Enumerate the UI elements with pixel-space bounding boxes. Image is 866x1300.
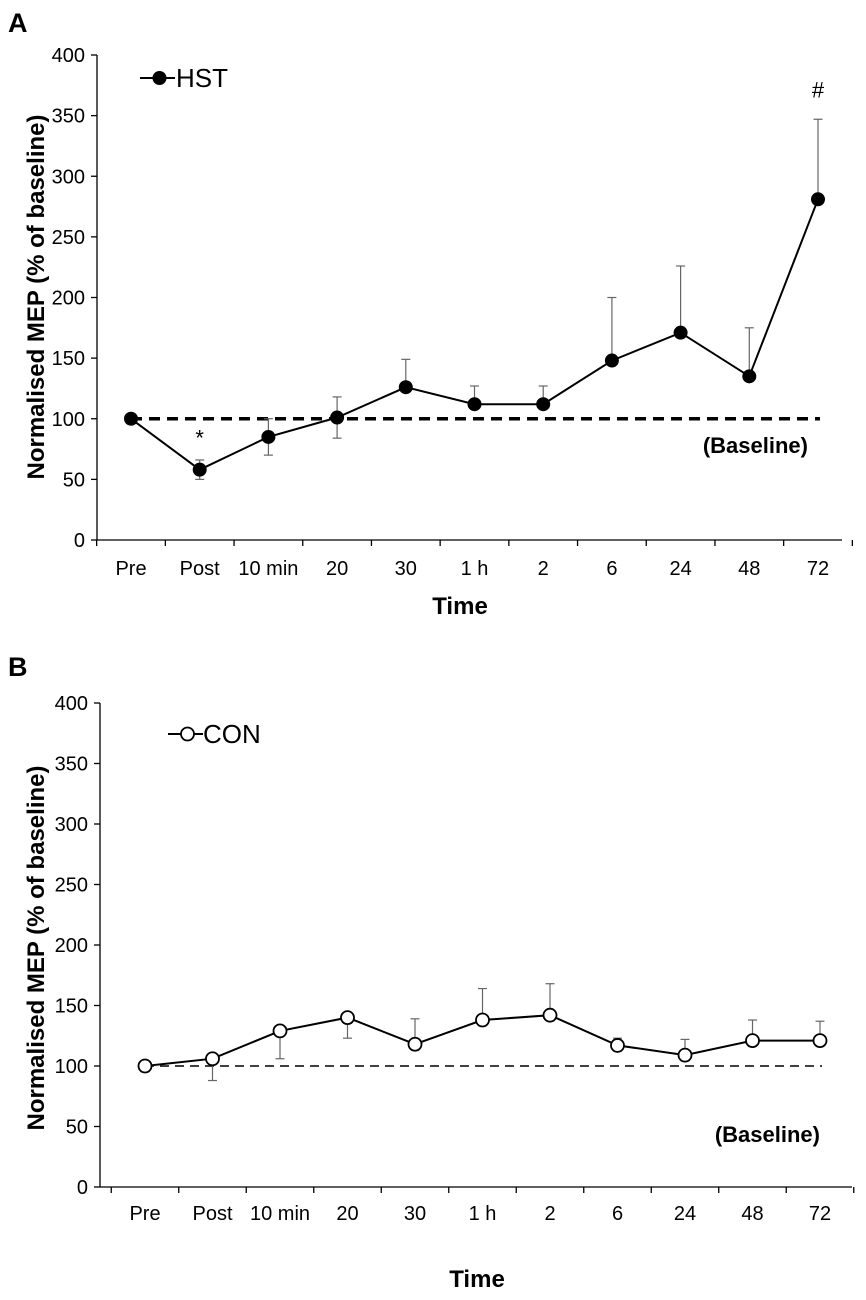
panel-a-series-line-hst [130,198,819,471]
panel-a-legend: HST [140,63,228,93]
panel-a-y-tick-label: 100 [52,409,85,431]
panel-b-baseline-label: (Baseline) [715,1122,820,1147]
panel-b-x-tick-label: 2 [544,1203,555,1225]
panel-b-x-tick-label: 30 [404,1203,426,1225]
panel-a-x-tick-label: Post [180,558,220,580]
panel-b-y-tick-label: 400 [55,693,88,715]
panel-b-data-point [205,1051,220,1067]
panel-b-y-tick-label: 50 [66,1117,88,1139]
panel-a-data-point [330,410,345,425]
panel-b-legend-label: CON [203,719,261,749]
panel-a-significance-marker: # [812,77,825,102]
panel-b-chart: B 0 50 100 150 200 250 300 350 400 Pre Post 10 min 2… [8,652,855,1293]
panel-a-legend-marker [152,71,167,85]
panel-b-letter: B [8,652,28,682]
panel-a-y-tick-label: 250 [52,227,85,249]
panel-a-data-point [673,325,688,340]
panel-b-data-point [677,1047,693,1063]
panel-a-letter: A [8,8,28,38]
panel-b-y-axis-title: Normalised MEP (% of baseline) [23,766,50,1131]
panel-a-significance-marker: * [195,426,204,451]
panel-a-data-point [261,429,276,444]
panel-a-data-point [467,397,482,412]
panel-b-baseline-layer: (Baseline) [145,1065,822,1147]
panel-b-data-point [475,1012,490,1028]
panel-a-axes: 0 50 100 150 200 250 300 350 400 Pre Post 10 min 20 3… [52,45,853,580]
panel-b-data-point [407,1036,423,1052]
panel-b-x-tick-label: 20 [336,1203,358,1225]
panel-b-data-point [812,1033,828,1048]
panel-b-x-tick-label: 6 [612,1203,623,1225]
panel-a-y-tick-label: 350 [52,106,85,128]
panel-b-data-point [745,1033,760,1048]
panel-a-y-axis-title: Normalised MEP (% of baseline) [23,115,50,480]
panel-b-y-tick-label: 150 [55,996,88,1018]
panel-a-x-tick-label: 1 h [461,558,489,580]
panel-a-y-tick-label: 150 [52,348,85,370]
panel-a-y-tick-label: 200 [52,288,85,310]
panel-b-x-tick-label: 1 h [469,1203,497,1225]
panel-a-x-tick-label: Pre [115,558,146,580]
panel-b-data-point [610,1038,625,1053]
panel-b-data-point [340,1010,355,1025]
panel-a-data-point [192,462,207,477]
panel-b-y-tick-label: 350 [55,754,88,776]
panel-a-annotations: *# [195,77,824,450]
panel-a-x-tick-label: 6 [606,558,617,580]
panel-b-legend: CON [168,719,261,749]
panel-a-data-point [124,411,138,426]
panel-a-y-tick-label: 0 [74,530,85,552]
panel-a-x-tick-label: 72 [807,558,829,580]
panel-b-y-tick-label: 0 [77,1177,88,1199]
panel-a-series [124,192,825,477]
panel-a-data-point [742,369,757,384]
panel-b-x-tick-label: 72 [809,1203,831,1225]
panel-b-x-tick-label: 10 min [250,1203,310,1225]
panel-a-x-tick-label: 24 [669,558,691,580]
panel-a-data-point [811,192,825,207]
panel-b-y-tick-label: 200 [55,935,88,957]
panel-b-x-axis-title: Time [449,1266,505,1293]
panel-a-data-point [604,353,619,368]
panel-a-x-tick-label: 20 [326,558,348,580]
panel-a-chart: A 0 50 100 150 200 250 300 350 400 Pre Post 10 min 2… [8,8,853,620]
panel-a-y-tick-label: 300 [52,166,85,188]
panel-a-baseline-label: (Baseline) [703,433,808,458]
panel-a-data-point [398,380,413,395]
panel-b-legend-marker [180,726,195,742]
panel-a-x-axis-title: Time [432,593,488,620]
panel-b-series [137,1007,828,1074]
panel-b-axes: 0 50 100 150 200 250 300 350 400 Pre Post 10 min 20 3… [55,693,855,1225]
panel-b-y-tick-label: 100 [55,1056,88,1078]
panel-a-x-tick-label: 30 [395,558,417,580]
panel-a-x-tick-label: 2 [538,558,549,580]
panel-a-error-bars [195,118,823,480]
panel-a-legend-label: HST [176,63,228,93]
panel-b-x-tick-label: 24 [674,1203,696,1225]
panel-a-x-tick-label: 10 min [238,558,298,580]
panel-b-data-point [272,1023,288,1039]
panel-a-baseline-layer: (Baseline) [131,417,820,458]
panel-a-x-tick-label: 48 [738,558,760,580]
panel-a-y-tick-label: 400 [52,45,85,67]
panel-b-x-tick-label: 48 [741,1203,763,1225]
panel-b-x-tick-label: Post [192,1203,232,1225]
panel-b-data-point [137,1058,153,1074]
panel-b-x-tick-label: Pre [129,1203,160,1225]
panel-a-y-tick-label: 50 [63,469,85,491]
panel-b-y-tick-label: 250 [55,875,88,897]
panel-a-data-point [536,397,551,412]
panel-b-data-point [542,1007,558,1023]
panel-b-y-tick-label: 300 [55,814,88,836]
